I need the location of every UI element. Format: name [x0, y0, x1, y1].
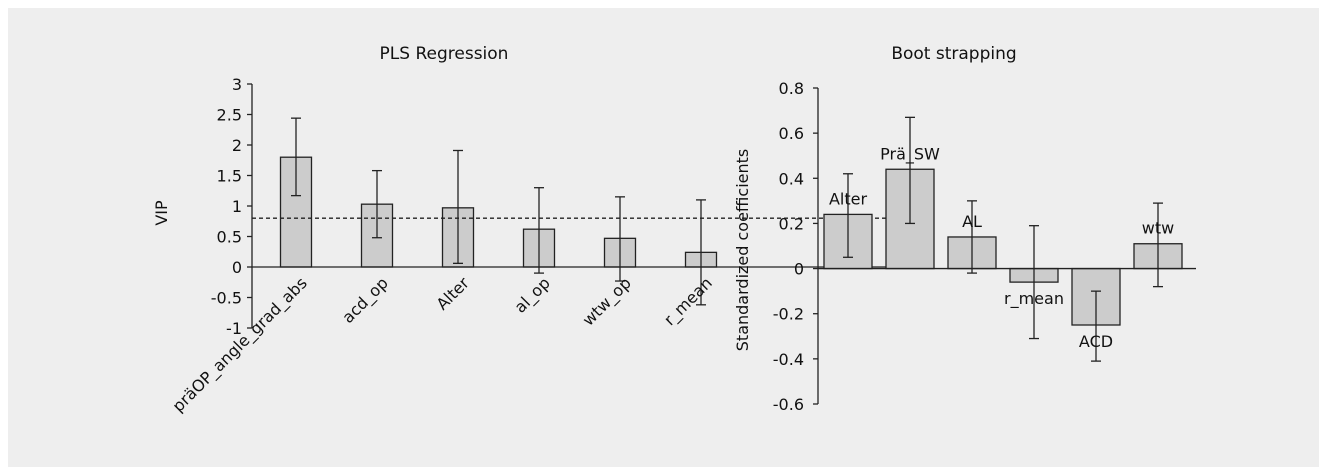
x-tick-labels: präOP_angle_grad_abs acd_op Alter al_op wtw_…: [169, 273, 717, 416]
bar-series: [279, 156, 718, 268]
y-tick-label: -0.4: [773, 350, 804, 369]
y-tick-label: -0.6: [773, 395, 804, 414]
y-tick-label: 0.6: [779, 124, 804, 143]
bar-label: r_mean: [1004, 289, 1064, 309]
y-tick-label: 3: [232, 75, 242, 94]
figure-panel: PLS Regression VIP 3 2.5 2 1.5 1 0.5 0 -0.5 -1 p…: [8, 8, 1319, 467]
y-tick-label: -1: [226, 319, 242, 338]
y-tick-label: -0.2: [773, 305, 804, 324]
y-tick-label: 0.5: [217, 228, 242, 247]
bar-label: wtw: [1142, 219, 1174, 238]
y-tick-label: 1.5: [217, 167, 242, 186]
y-tick-label: 0.8: [779, 79, 804, 98]
y-tick-label: 2: [232, 136, 242, 155]
error-bars: [843, 116, 1163, 362]
x-tick-label: Alter: [432, 273, 473, 314]
y-tick-label: 0.4: [779, 169, 804, 188]
y-tick-label: 2.5: [217, 106, 242, 125]
y-tick-label: -0.5: [211, 289, 242, 308]
bar-label: Alter: [829, 189, 868, 208]
y-tick-label: 0.2: [779, 214, 804, 233]
chart-canvas: PLS Regression VIP 32.521.510.50-0.5-1 p…: [152, 44, 1196, 416]
y-axis-label: VIP: [152, 200, 171, 226]
y-tick-label: 0: [794, 260, 804, 279]
y-tick-labels: 3 2.5 2 1.5 1 0.5 0 -0.5 -1: [211, 75, 252, 338]
bar-series: [823, 168, 1183, 326]
y-axis-label: Standardized coefficients: [733, 149, 752, 351]
bar-label: Prä_SW: [880, 144, 940, 164]
x-tick-label: r_mean: [660, 273, 717, 330]
error-bars: [291, 117, 706, 306]
y-tick-label: 0: [232, 258, 242, 277]
x-tick-label: al_op: [511, 273, 555, 317]
chart-title: Boot strapping: [891, 44, 1016, 64]
chart-title: PLS Regression: [380, 44, 509, 64]
x-tick-label: acd_op: [338, 273, 392, 327]
bootstrapping-chart: Boot strapping Standardized coefficients…: [733, 44, 1196, 414]
y-tick-label: 1: [232, 197, 242, 216]
bar-labels: Alter Prä_SW AL r_mean ACD wtw: [829, 144, 1174, 351]
bar-label: AL: [962, 212, 982, 231]
bar-label: ACD: [1079, 332, 1113, 351]
y-tick-labels: 0.8 0.6 0.4 0.2 0 -0.2 -0.4 -0.6: [773, 79, 818, 414]
x-tick-label: wtw_op: [579, 273, 636, 330]
